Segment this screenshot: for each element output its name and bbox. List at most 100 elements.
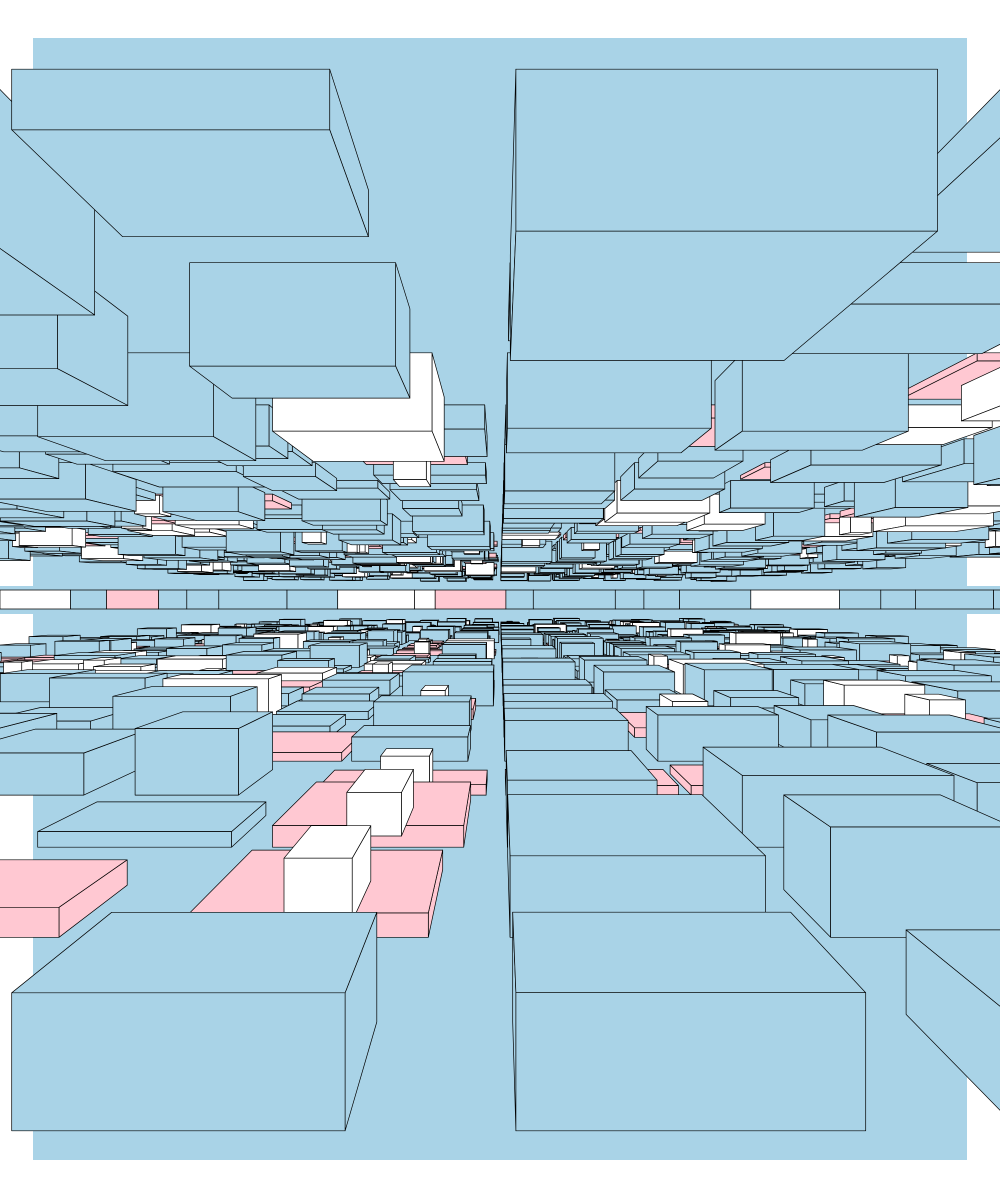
box-face <box>730 480 815 509</box>
box-face <box>502 529 551 534</box>
box-face <box>186 589 220 610</box>
box-face <box>158 589 188 610</box>
box-face <box>412 530 485 536</box>
box-face <box>578 656 648 661</box>
box-face <box>414 589 436 610</box>
box-face <box>413 641 430 656</box>
box-face <box>532 589 616 610</box>
box-face <box>0 521 24 526</box>
box-face <box>679 589 752 610</box>
box-face <box>373 655 416 660</box>
box-face <box>976 352 1000 362</box>
box-face <box>515 68 938 232</box>
box-face <box>501 645 557 650</box>
box-face <box>343 554 398 558</box>
box-face <box>301 520 388 526</box>
box-face <box>501 534 560 540</box>
box-face <box>830 826 1000 938</box>
box-face <box>0 558 31 561</box>
box-face <box>615 536 622 557</box>
box-face <box>503 518 604 524</box>
box-face <box>286 589 339 610</box>
box-face <box>718 507 815 513</box>
box-face <box>134 728 239 796</box>
box-face <box>741 352 909 432</box>
box-face <box>401 630 407 645</box>
center-strip <box>0 586 1000 614</box>
box-face <box>850 514 872 534</box>
box-face <box>434 589 507 610</box>
box-face <box>0 538 17 542</box>
box-face <box>0 859 128 908</box>
box-face <box>926 763 1000 784</box>
box-face <box>162 674 282 680</box>
box-face <box>112 462 237 472</box>
box-face <box>0 752 85 796</box>
box-face <box>0 713 58 729</box>
box-face <box>502 679 593 686</box>
box-face <box>18 527 73 546</box>
box-face <box>880 589 916 610</box>
box-face <box>71 527 86 548</box>
box-face <box>621 543 680 549</box>
box-face <box>983 717 1000 723</box>
box-face <box>351 725 471 738</box>
box-face <box>506 427 712 454</box>
box-face <box>420 684 449 691</box>
box-face <box>0 652 2 653</box>
box-face <box>37 831 232 848</box>
box-face <box>642 533 714 539</box>
box-face <box>915 589 994 610</box>
box-face <box>402 664 495 673</box>
box-face <box>995 527 1000 547</box>
box-face <box>905 929 1000 1007</box>
box-face <box>503 490 616 505</box>
box-face <box>0 508 65 519</box>
box-face <box>189 262 396 367</box>
box-face <box>614 589 645 610</box>
box-face <box>392 479 432 488</box>
box-face <box>993 652 1000 655</box>
box-face <box>574 530 639 535</box>
box-face <box>993 589 1000 610</box>
box-face <box>0 589 71 610</box>
box-face <box>989 552 1000 555</box>
box-face <box>614 645 675 650</box>
box-face <box>503 693 613 702</box>
box-face <box>465 562 495 576</box>
box-face <box>218 589 288 610</box>
box-face <box>0 248 95 316</box>
box-face <box>608 540 614 561</box>
blocks <box>0 68 1000 1132</box>
box-face <box>505 750 658 781</box>
box-face <box>961 405 1000 422</box>
box-face <box>964 653 1000 658</box>
box-face <box>503 707 629 722</box>
box-face <box>337 589 415 610</box>
box-face <box>389 489 480 501</box>
box-face <box>505 589 534 610</box>
box-face <box>380 748 434 757</box>
box-face <box>283 857 353 922</box>
box-face <box>0 906 60 938</box>
box-face <box>432 658 493 662</box>
box-face <box>0 536 9 560</box>
box-face <box>373 695 472 703</box>
box-face <box>11 68 331 131</box>
box-face <box>566 539 617 544</box>
box-face <box>839 589 882 610</box>
box-face <box>11 992 346 1132</box>
box-face <box>638 626 644 638</box>
box-face <box>346 792 402 837</box>
box-face <box>502 657 576 663</box>
box-face <box>0 368 129 406</box>
box-face <box>402 508 463 517</box>
box-face <box>911 681 1000 692</box>
box-face <box>427 545 491 551</box>
box-face <box>309 642 368 646</box>
box-face <box>507 352 712 429</box>
box-face <box>839 514 851 536</box>
box-face <box>502 522 556 529</box>
